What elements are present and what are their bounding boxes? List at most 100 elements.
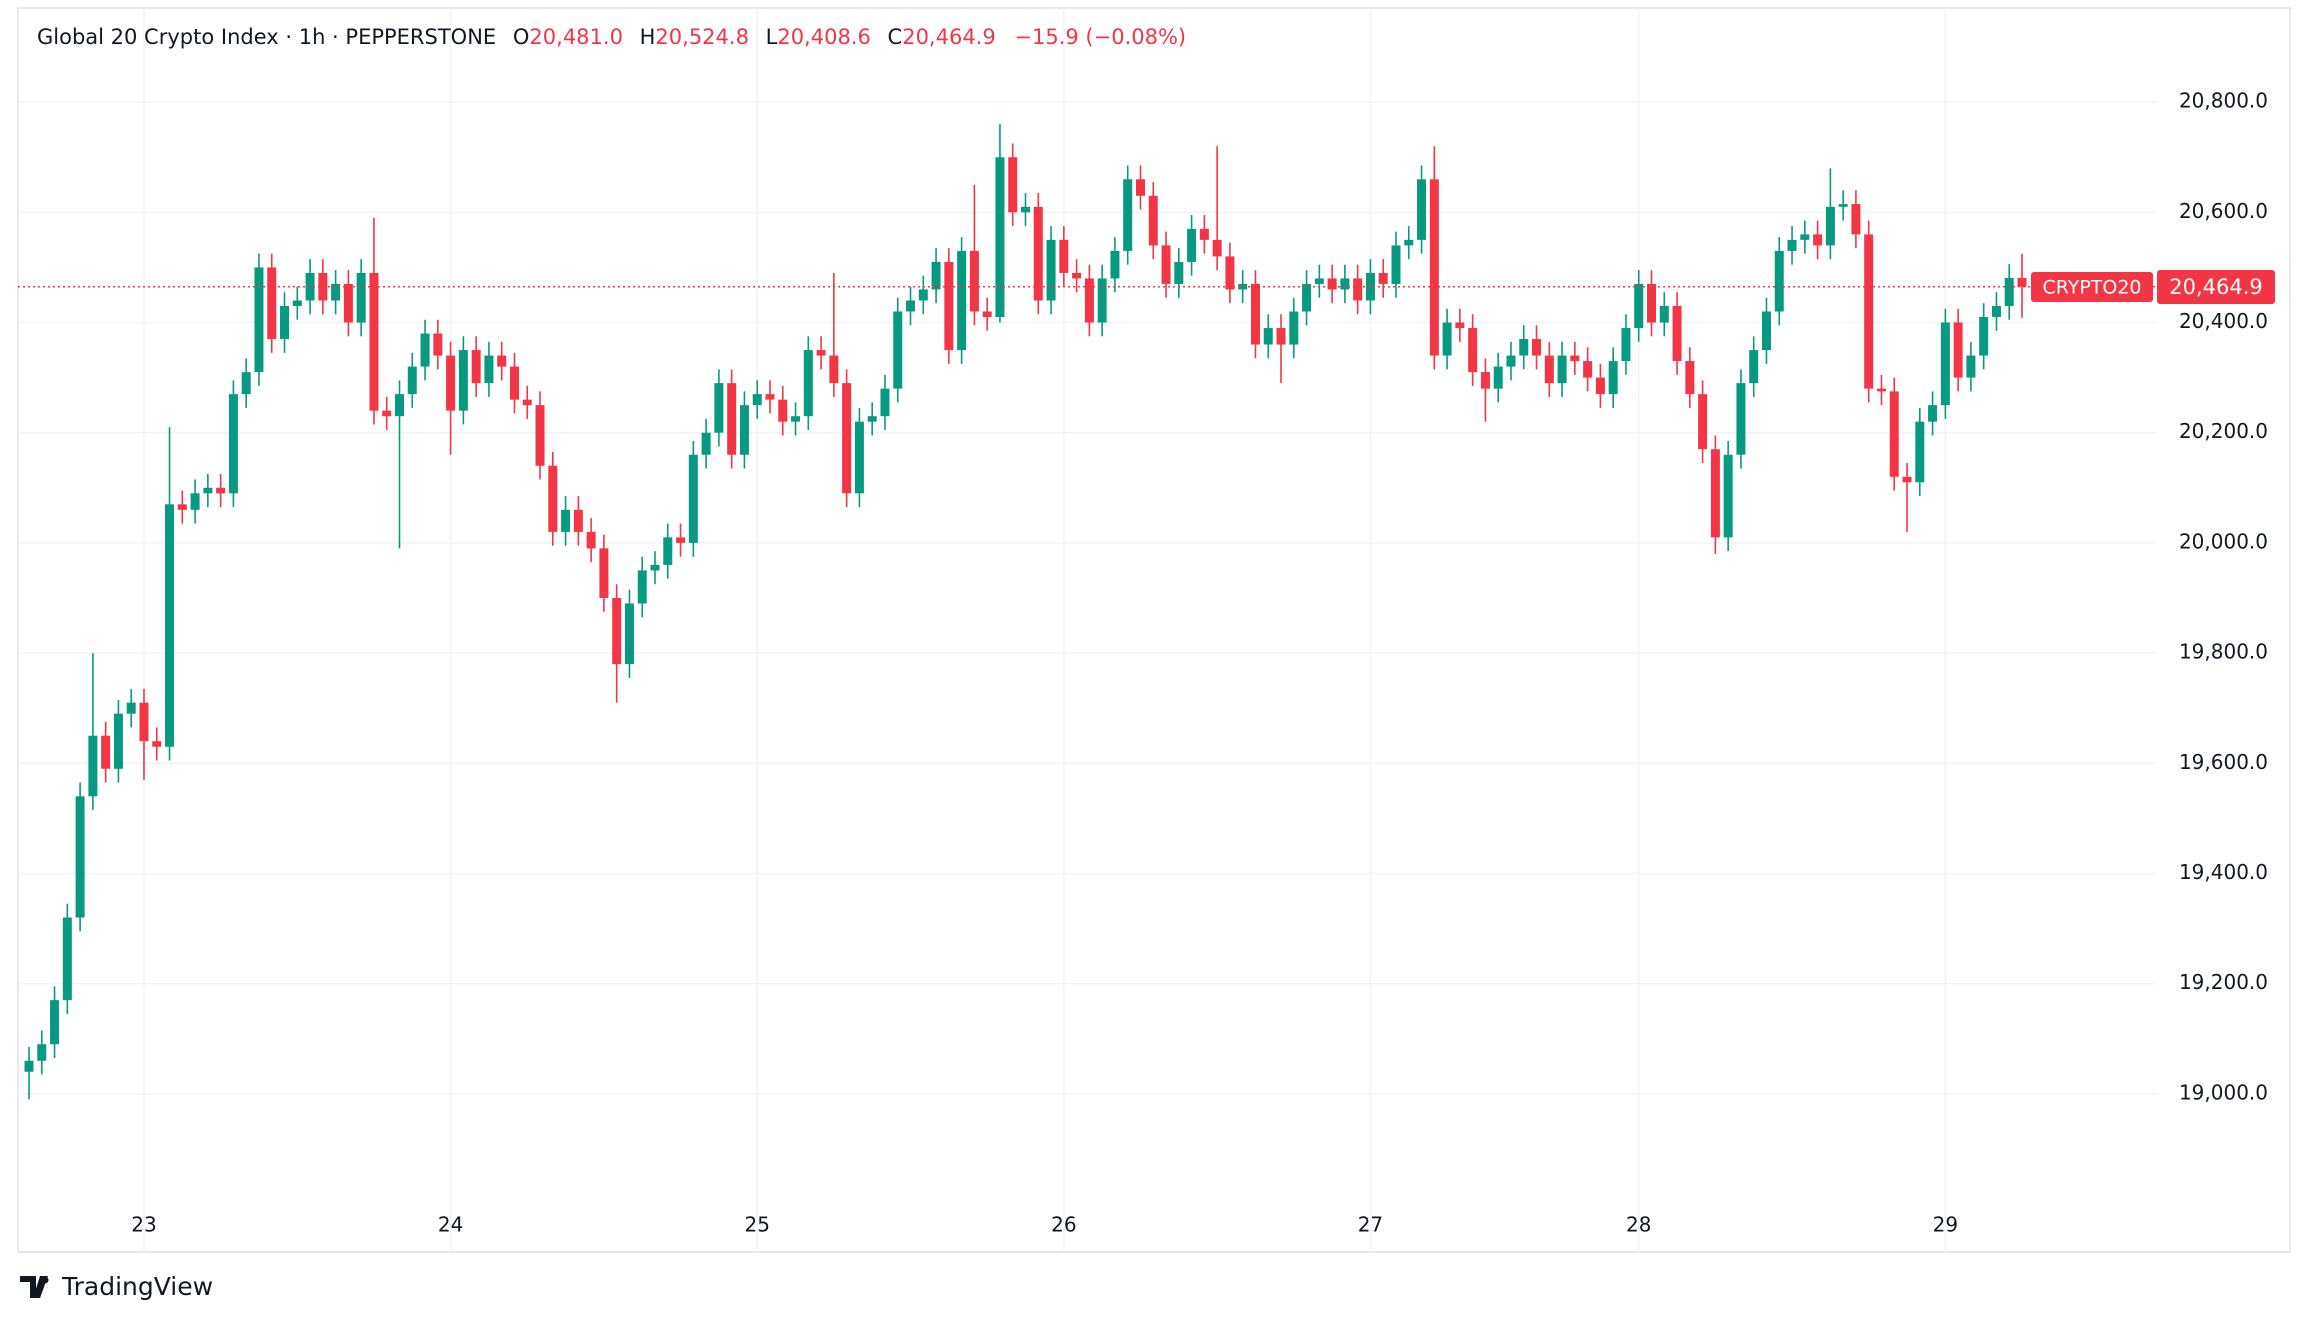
y-tick-label: 20,800.0 (2179, 89, 2268, 113)
candle-body (356, 272, 366, 323)
candle-body (1212, 239, 1222, 257)
candle-body (165, 504, 175, 747)
x-tick-label: 27 (1358, 1213, 1383, 1237)
candle-body (305, 272, 315, 301)
brand-logo: TradingView (20, 1272, 213, 1301)
candle-body (969, 250, 979, 312)
candle-body (893, 311, 903, 389)
tag-price: 20,464.9 (2169, 275, 2263, 299)
candle-body (1250, 283, 1260, 345)
candle-body (1698, 394, 1708, 450)
candle-body (561, 509, 571, 532)
candle-body (216, 487, 226, 494)
candle-body (1187, 228, 1197, 262)
candle-body (1595, 377, 1605, 395)
candle-body (803, 350, 813, 417)
candle-body (1851, 204, 1861, 235)
candle-body (1289, 311, 1299, 345)
candle-body (254, 267, 264, 373)
candle-body (101, 735, 111, 769)
tag-name-box (2031, 272, 2153, 302)
low-value: 20,408.6 (777, 25, 871, 49)
candle-body (1723, 454, 1733, 538)
candle-body (854, 421, 864, 494)
candle-body (867, 416, 877, 422)
high-value: 20,524.8 (655, 25, 749, 49)
candle-body (280, 305, 290, 340)
y-tick-label: 19,000.0 (2179, 1080, 2268, 1104)
candle-body (1749, 350, 1759, 384)
candle-body (650, 564, 660, 571)
candle-body (1991, 305, 2001, 318)
candle-body (1455, 322, 1465, 329)
low-label: L (766, 25, 778, 49)
candle-body (1276, 328, 1286, 345)
candle-body (1404, 239, 1414, 246)
candle-body (1238, 283, 1248, 290)
candle-body (1084, 278, 1094, 323)
candle-body (1532, 339, 1542, 356)
candle-body (1966, 355, 1976, 378)
candle-body (1225, 256, 1235, 290)
candle-body (1659, 305, 1669, 323)
candle-body (24, 1060, 34, 1072)
candle-body (599, 548, 609, 598)
candle-body (446, 355, 456, 411)
candle-body (509, 366, 519, 400)
candle-body (548, 465, 558, 532)
candle-body (484, 355, 494, 384)
y-tick-label: 20,200.0 (2179, 419, 2268, 443)
candle-body (1544, 355, 1554, 384)
candle-body (1506, 355, 1516, 367)
candle-body (88, 735, 98, 797)
candle-body (1072, 272, 1082, 279)
candle-body (139, 702, 149, 742)
candle-body (37, 1044, 47, 1061)
close-value: 20,464.9 (902, 25, 996, 49)
tag-price-box (2157, 270, 2275, 304)
candle-body (1135, 179, 1145, 196)
candle-body (535, 405, 545, 466)
candle-body (1391, 245, 1401, 284)
candle-body (1774, 250, 1784, 312)
candle-body (1199, 228, 1209, 240)
x-tick-label: 26 (1051, 1213, 1076, 1237)
x-tick-label: 29 (1933, 1213, 1958, 1237)
candle-body (1033, 206, 1043, 301)
candle-body (829, 355, 839, 384)
candle-body (1761, 311, 1771, 351)
candle-body (433, 333, 443, 356)
candle-body (1557, 355, 1567, 384)
candle-body (1825, 206, 1835, 246)
y-tick-label: 19,600.0 (2179, 750, 2268, 774)
candle-body (62, 917, 72, 1001)
candle-body (791, 416, 801, 422)
y-tick-label: 19,800.0 (2179, 640, 2268, 664)
candle-body (471, 350, 481, 384)
x-tick-label: 28 (1626, 1213, 1651, 1237)
candle-body (1417, 179, 1427, 240)
y-tick-label: 20,600.0 (2179, 199, 2268, 223)
candle-body (152, 741, 162, 747)
candle-body (522, 399, 532, 406)
candle-body (701, 432, 711, 455)
candle-body (241, 372, 251, 395)
candle-body (816, 350, 826, 356)
candle-body (1442, 322, 1452, 356)
candle-body (931, 261, 941, 290)
candle-body (331, 283, 341, 301)
candle-body (1736, 383, 1746, 455)
symbol: Global 20 Crypto Index · 1h · PEPPERSTON… (37, 25, 496, 49)
logo-dot (41, 1276, 49, 1284)
candle-body (1928, 405, 1938, 422)
candle-body (1429, 179, 1439, 356)
candle-body (765, 394, 775, 400)
candle-body (1710, 449, 1720, 538)
candle-body (113, 713, 123, 769)
candle-body (906, 300, 916, 312)
candle-body (1953, 322, 1963, 378)
candle-body (1838, 204, 1848, 207)
candle-body (2017, 277, 2027, 287)
candle-body (203, 487, 213, 494)
